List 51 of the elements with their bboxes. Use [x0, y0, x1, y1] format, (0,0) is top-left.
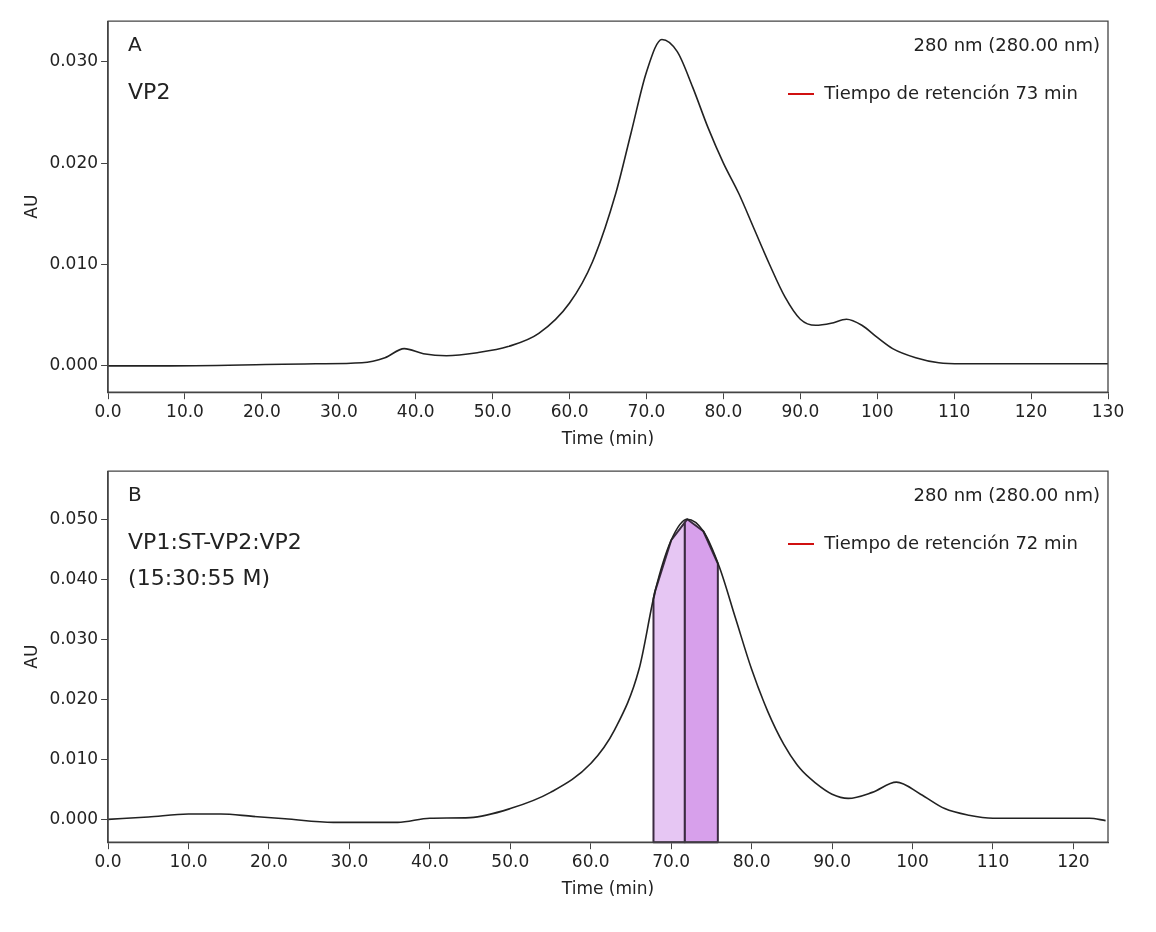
x-tick-label: 60.0	[550, 400, 589, 421]
annotation: VP2	[128, 79, 171, 105]
line-series	[108, 518, 1107, 824]
y-tick-label: 0.030	[49, 627, 99, 648]
x-tick-label: 40.0	[396, 400, 435, 421]
y-tick-label: 0.010	[49, 252, 99, 273]
annotation: B	[128, 482, 142, 507]
y-tick-label: 0.020	[49, 151, 99, 172]
x-tick-label: 110	[937, 400, 971, 421]
x-tick-label: 30.0	[319, 400, 358, 421]
x-tick-label: 90.0	[813, 850, 851, 871]
annotation: Tiempo de retención 73 min	[823, 82, 1078, 104]
y-tick-label: 0.020	[49, 687, 99, 708]
y-tick-label: 0.040	[49, 567, 99, 588]
y-tick-label: 0.000	[49, 354, 99, 375]
annotation: Tiempo de retención 72 min	[823, 532, 1078, 554]
x-tick-label: 70.0	[627, 400, 666, 421]
annotation: 280 nm (280.00 nm)	[913, 34, 1100, 56]
x-tick-label: 0.0	[94, 400, 122, 421]
x-tick-label: 60.0	[571, 850, 610, 871]
y-tick-label: 0.050	[49, 507, 99, 528]
x-tick-label: 120	[1014, 400, 1048, 421]
x-axis-title: Time (min)	[560, 428, 655, 449]
y-tick-label: 0.010	[49, 747, 99, 768]
y-tick-label: 0.030	[49, 50, 99, 71]
annotation: VP1:ST-VP2:VP2 (15:30:55 M)	[128, 529, 302, 591]
annotation: A	[128, 32, 143, 57]
x-tick-label: 90.0	[781, 400, 820, 421]
x-tick-label: 50.0	[491, 850, 530, 871]
x-tick-label: 0.0	[94, 850, 122, 871]
x-tick-label: 20.0	[250, 850, 288, 871]
x-axis-title: Time (min)	[560, 878, 655, 899]
x-tick-label: 30.0	[330, 850, 369, 871]
x-tick-label: 70.0	[652, 850, 691, 871]
x-tick-label: 80.0	[732, 850, 771, 871]
x-tick-label: 100	[861, 400, 894, 421]
x-tick-label: 10.0	[169, 850, 208, 871]
x-tick-label: 20.0	[242, 400, 281, 421]
y-axis-title: AU	[20, 644, 41, 669]
x-tick-label: 120	[1057, 850, 1090, 871]
annotation: 280 nm (280.00 nm)	[913, 484, 1100, 506]
y-axis-title: AU	[20, 194, 41, 219]
x-tick-label: 100	[896, 850, 929, 871]
x-tick-label: 40.0	[410, 850, 449, 871]
line-series	[108, 38, 1108, 367]
x-tick-label: 50.0	[473, 400, 512, 421]
x-tick-label: 130	[1091, 400, 1125, 421]
x-tick-label: 10.0	[166, 400, 204, 421]
y-tick-label: 0.000	[49, 807, 99, 828]
x-tick-label: 80.0	[704, 400, 743, 421]
x-tick-label: 110	[976, 850, 1010, 871]
